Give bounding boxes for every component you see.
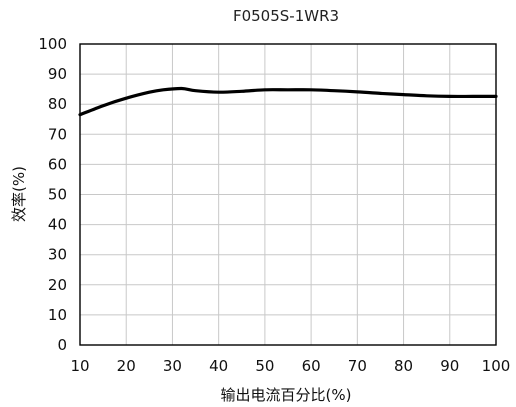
- x-tick-label: 90: [440, 357, 459, 375]
- x-tick-label: 50: [255, 357, 274, 375]
- x-tick-label: 10: [70, 357, 89, 375]
- x-tick-label: 40: [209, 357, 228, 375]
- y-tick-label: 80: [48, 95, 67, 113]
- y-tick-labels: 0 10 20 30 40 50 60 70 80 90 100: [38, 35, 67, 354]
- y-tick-label: 40: [48, 216, 67, 234]
- x-tick-label: 20: [117, 357, 136, 375]
- x-tick-label: 60: [302, 357, 321, 375]
- x-tick-labels: 10 20 30 40 50 60 70 80 90 100: [70, 357, 510, 375]
- x-tick-label: 100: [482, 357, 511, 375]
- x-tick-label: 70: [348, 357, 367, 375]
- y-tick-label: 70: [48, 125, 67, 143]
- x-axis-label: 输出电流百分比(%): [221, 386, 352, 404]
- y-axis-label: 效率(%): [10, 166, 28, 222]
- y-tick-label: 90: [48, 65, 67, 83]
- y-tick-label: 60: [48, 155, 67, 173]
- efficiency-series-line: [78, 86, 498, 117]
- x-tick-label: 80: [394, 357, 413, 375]
- y-tick-label: 50: [48, 186, 67, 204]
- y-tick-label: 30: [48, 246, 67, 264]
- x-tick-label: 30: [163, 357, 182, 375]
- y-tick-label: 0: [57, 336, 67, 354]
- plot-frame: [79, 43, 497, 346]
- y-tick-label: 100: [38, 35, 67, 53]
- chart-title: F0505S-1WR3: [233, 7, 339, 25]
- y-tick-label: 20: [48, 276, 67, 294]
- series-layer: [78, 86, 498, 117]
- y-tick-label: 10: [48, 306, 67, 324]
